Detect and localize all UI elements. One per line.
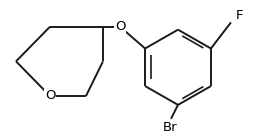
Text: O: O (45, 89, 55, 102)
Text: Br: Br (163, 121, 177, 134)
Text: O: O (115, 20, 125, 33)
Text: F: F (236, 9, 244, 22)
